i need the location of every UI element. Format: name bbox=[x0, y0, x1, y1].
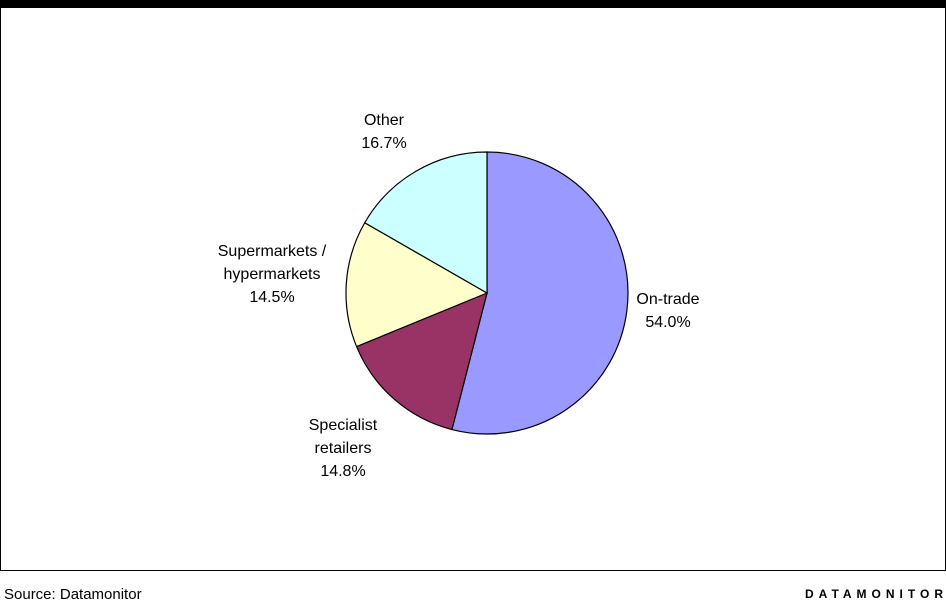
pie-chart: On-trade 54.0% Specialist retailers 14.8% Sup… bbox=[218, 112, 700, 480]
slice-label-specialist-retailers: Specialist retailers 14.8% bbox=[309, 417, 378, 480]
slice-label-on-trade: On-trade 54.0% bbox=[636, 291, 699, 331]
pie-slice-specialist-retailers bbox=[355, 291, 488, 431]
slice-label-other: Other 16.7% bbox=[361, 112, 406, 152]
source-note: Source: Datamonitor bbox=[4, 586, 142, 603]
brand-logo-text: DATAMONITOR bbox=[805, 587, 946, 601]
pie-slice-other bbox=[363, 151, 488, 295]
top-bar bbox=[0, 0, 946, 8]
pie-slice-on-trade bbox=[451, 151, 629, 435]
pie-slice-supermarkets-hypermarkets bbox=[345, 221, 489, 348]
pie-slices bbox=[345, 151, 629, 435]
slice-label-supermarkets-hypermarkets: Supermarkets / hypermarkets 14.5% bbox=[218, 243, 327, 306]
pie-labels: On-trade 54.0% Specialist retailers 14.8% Sup… bbox=[218, 112, 700, 480]
